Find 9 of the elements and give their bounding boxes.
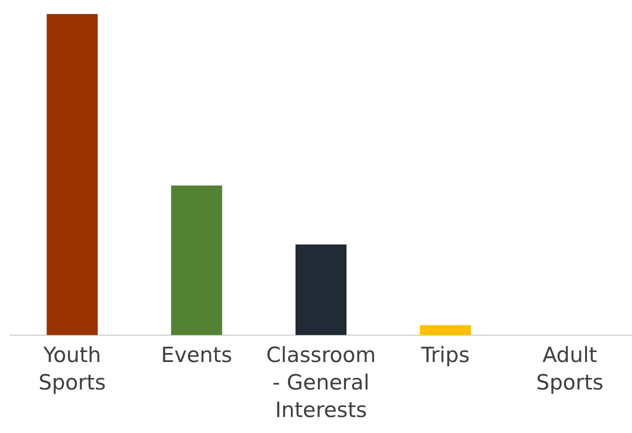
x-tick-label: Youth Sports bbox=[38, 343, 106, 395]
x-tick-label: Events bbox=[161, 343, 232, 368]
bar bbox=[296, 244, 346, 336]
bar bbox=[171, 185, 222, 336]
bar bbox=[420, 325, 471, 336]
x-tick-label: Adult Sports bbox=[536, 343, 604, 395]
bar bbox=[46, 14, 98, 336]
x-tick-label: Trips bbox=[420, 343, 470, 368]
x-tick-label: Classroom - General Interests bbox=[266, 343, 376, 422]
